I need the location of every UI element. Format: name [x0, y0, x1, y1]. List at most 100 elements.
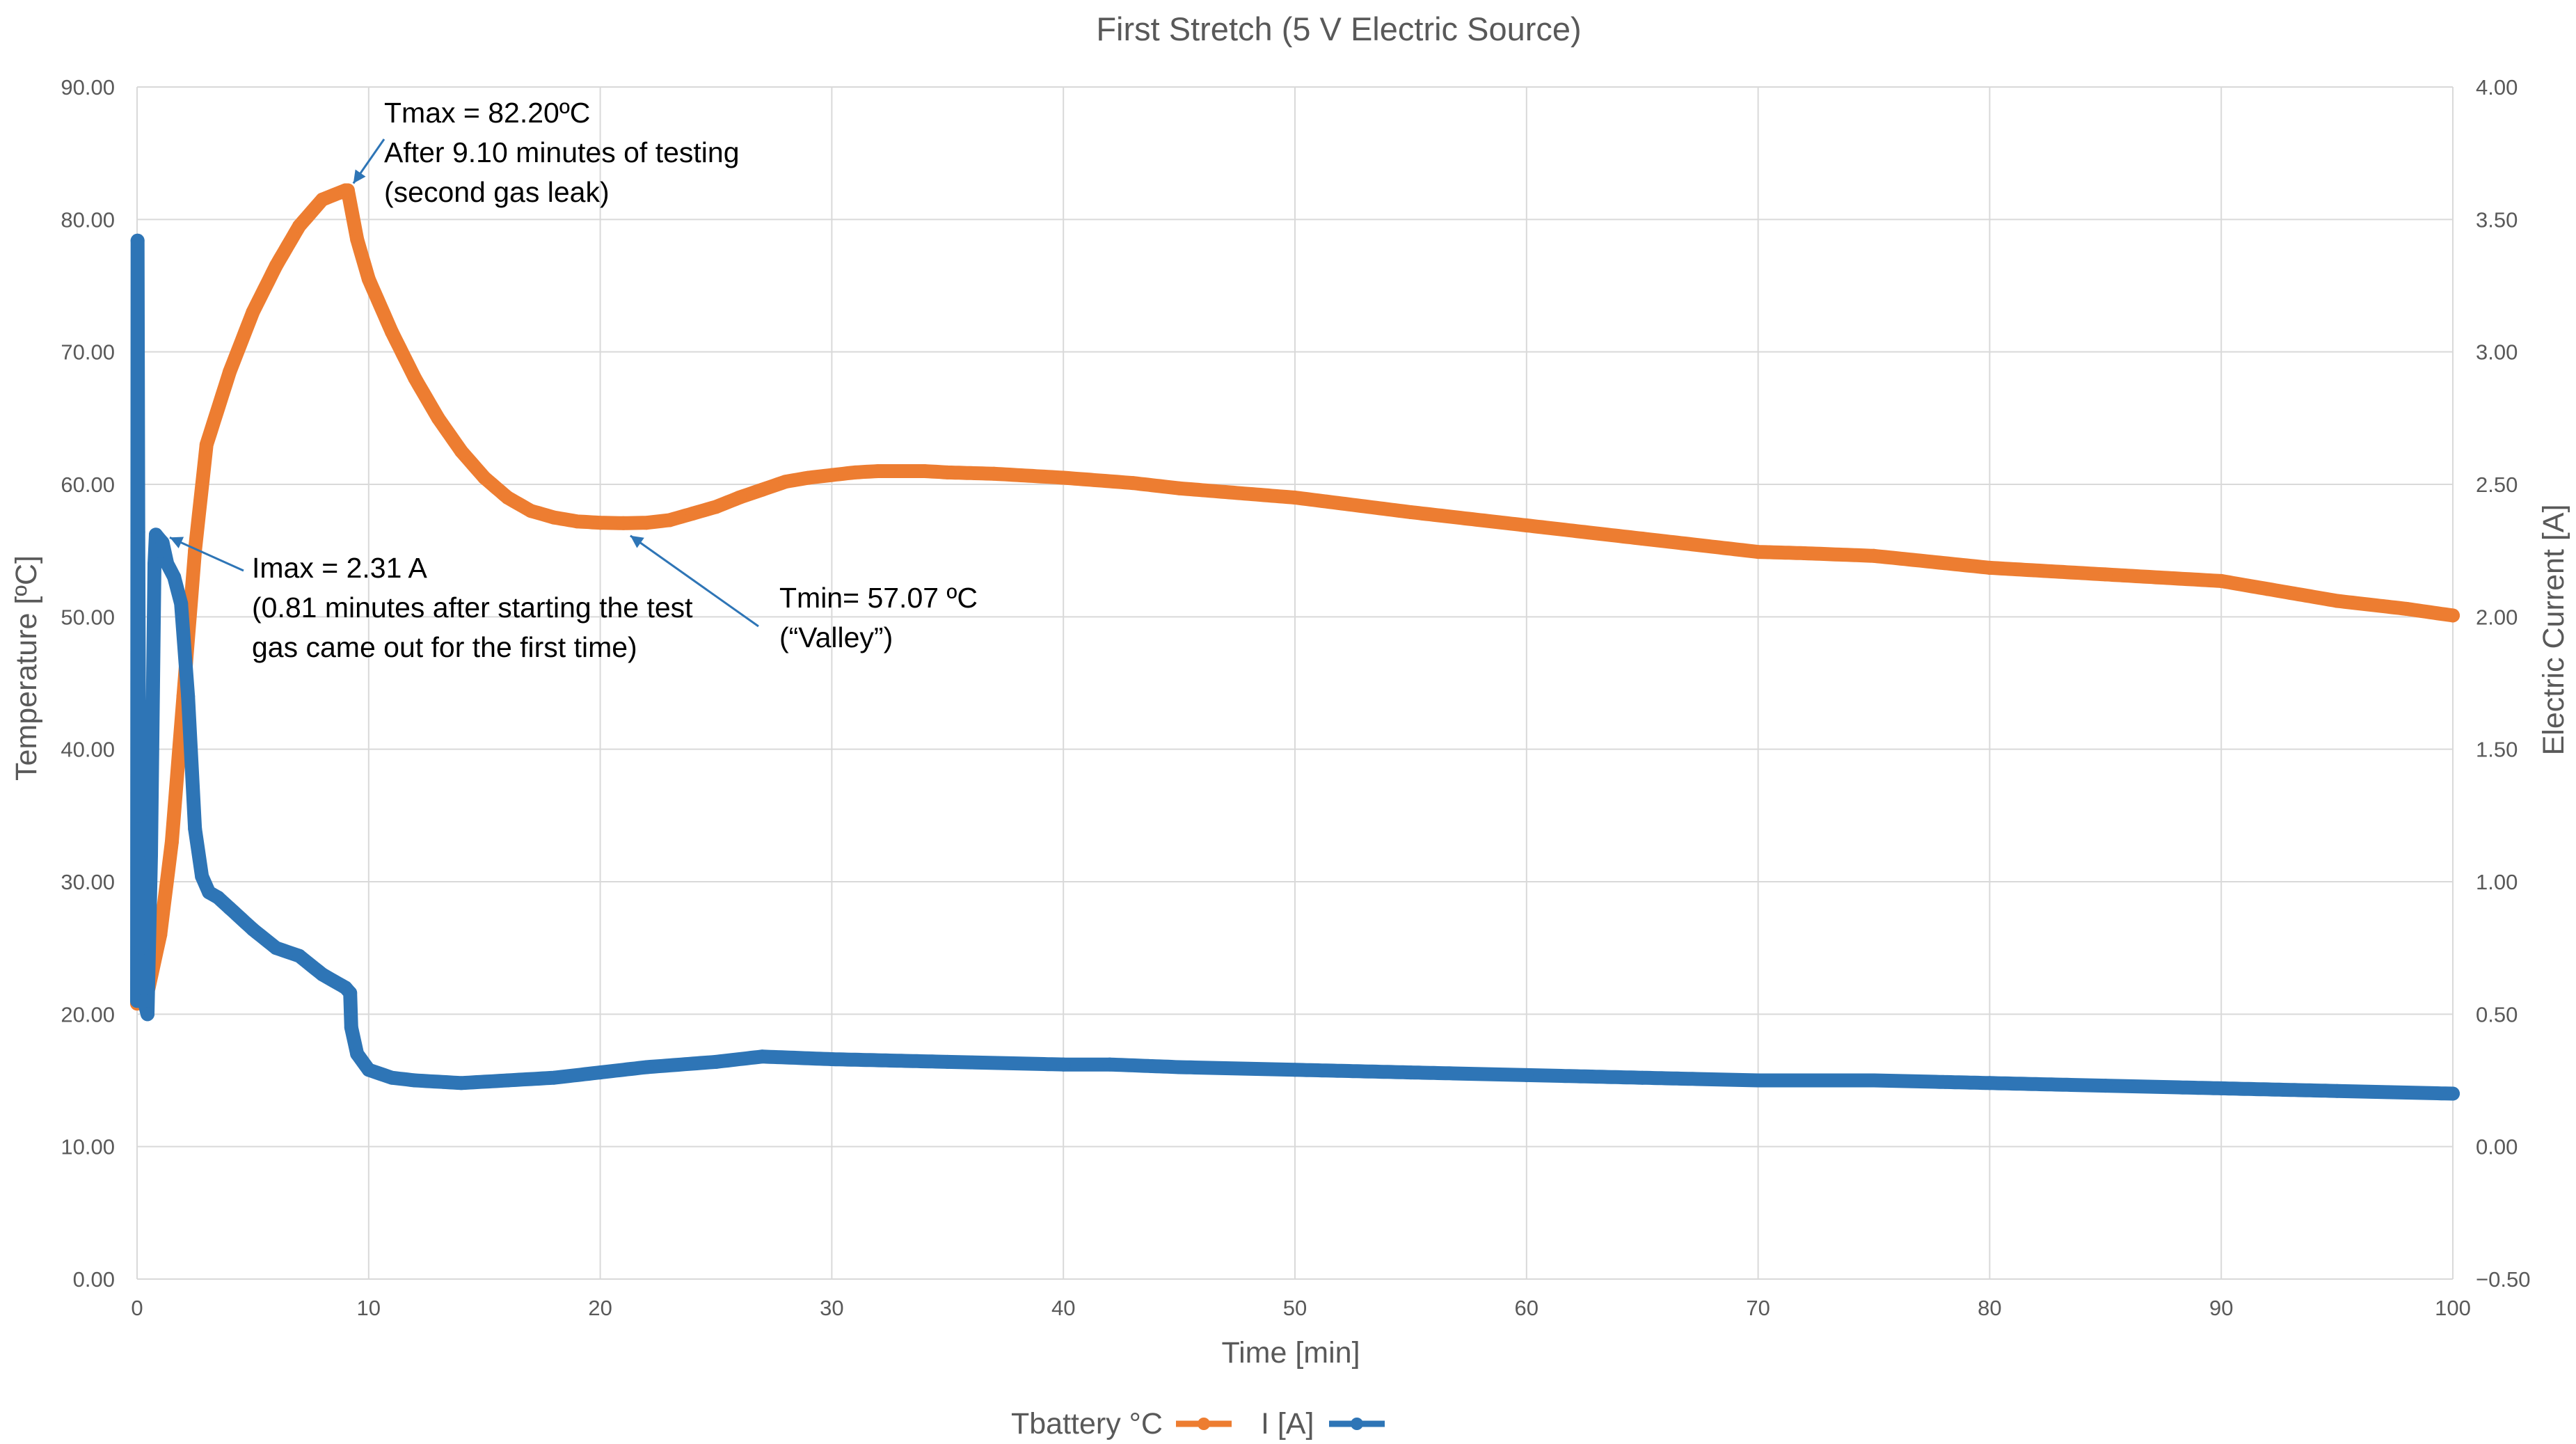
y2-axis-ticks: −0.50 0.00 0.50 1.00 1.50 2.00 2.50 3.00 3.50 4.0… — [2476, 75, 2530, 1292]
data-point-tbattery — [2399, 601, 2414, 616]
data-point-tbattery — [1519, 518, 1534, 533]
data-point-current — [155, 535, 170, 550]
data-point-tbattery — [500, 491, 515, 505]
x-axis-title: Time [min] — [1221, 1336, 1360, 1370]
x-tick-label: 80 — [1978, 1296, 2001, 1320]
data-point-current — [174, 596, 189, 611]
data-point-tbattery — [340, 183, 355, 198]
y-tick-label: 90.00 — [61, 75, 115, 100]
data-point-current — [940, 1054, 955, 1069]
data-point-tbattery — [385, 325, 399, 340]
data-point-current — [140, 1007, 154, 1022]
data-point-current — [344, 1020, 358, 1035]
y-tick-label: 30.00 — [61, 870, 115, 894]
x-tick-label: 100 — [2435, 1296, 2471, 1320]
data-point-tbattery — [2214, 573, 2229, 588]
data-point-current — [709, 1054, 723, 1069]
data-point-current — [825, 1052, 839, 1067]
data-point-current — [246, 922, 260, 937]
data-point-tbattery — [778, 475, 793, 489]
data-point-current — [343, 985, 358, 1000]
data-point-tbattery — [350, 232, 365, 246]
data-point-tbattery — [547, 510, 562, 525]
data-point-tbattery — [616, 516, 630, 530]
y2-tick-label: 2.00 — [2476, 605, 2518, 629]
data-point-tbattery — [477, 470, 492, 485]
x-axis-ticks: 0 10 20 30 40 50 60 70 80 90 100 — [131, 1296, 2470, 1320]
data-point-current — [1982, 1076, 1997, 1090]
legend: Tbattery °C I [A] — [1011, 1407, 1385, 1441]
data-point-current — [1751, 1073, 1765, 1088]
gridlines — [136, 86, 2454, 1280]
data-point-current — [136, 994, 151, 1008]
y2-tick-label: 4.00 — [2476, 75, 2518, 100]
data-point-tbattery — [1288, 491, 1302, 505]
data-point-current — [130, 233, 145, 248]
data-point-current — [1635, 1070, 1650, 1085]
data-point-current — [131, 525, 145, 539]
data-point-tbattery — [246, 305, 260, 319]
data-point-tbattery — [361, 271, 376, 286]
data-point-current — [500, 1073, 515, 1088]
data-point-tbattery — [1797, 546, 1812, 560]
data-point-tbattery — [2330, 594, 2344, 608]
data-point-tbattery — [315, 192, 330, 207]
y2-tick-label: 3.00 — [2476, 340, 2518, 365]
data-point-current — [547, 1070, 562, 1085]
data-point-tbattery — [802, 470, 816, 485]
data-point-tbattery — [1867, 548, 1881, 563]
data-point-tbattery — [709, 500, 723, 514]
data-point-tbattery — [639, 516, 654, 530]
data-point-current — [639, 1060, 654, 1074]
data-point-tbattery — [2098, 567, 2113, 582]
annotation-leader — [630, 534, 759, 628]
data-point-current — [188, 821, 202, 836]
annotation-text: gas came out for the first time) — [252, 631, 637, 663]
data-point-current — [181, 689, 196, 704]
data-point-current — [1867, 1073, 1881, 1088]
data-point-tbattery — [570, 514, 585, 529]
annotation-text: (“Valley”) — [779, 621, 893, 653]
annotation-text: After 9.10 minutes of testing — [384, 136, 740, 168]
data-point-current — [211, 890, 225, 905]
y-axis-title: Temperature [ºC] — [10, 555, 43, 781]
x-tick-label: 0 — [131, 1296, 143, 1320]
annotation-text: Tmin= 57.07 ºC — [779, 582, 978, 614]
x-tick-label: 10 — [357, 1296, 381, 1320]
data-point-tbattery — [825, 468, 839, 482]
data-point-tbattery — [431, 411, 445, 425]
data-point-current — [269, 941, 283, 955]
data-point-current — [454, 1076, 468, 1090]
data-point-current — [1172, 1060, 1186, 1074]
data-point-tbattery — [732, 491, 747, 505]
data-point-tbattery — [940, 465, 955, 479]
y2-tick-label: 1.00 — [2476, 870, 2518, 894]
annotation-text: Tmax = 82.20ºC — [384, 97, 590, 129]
data-point-current — [755, 1049, 770, 1064]
x-tick-label: 90 — [2209, 1296, 2233, 1320]
y-tick-label: 20.00 — [61, 1002, 115, 1026]
data-point-tbattery — [199, 437, 214, 452]
y2-tick-label: −0.50 — [2476, 1267, 2530, 1292]
y2-tick-label: 0.00 — [2476, 1135, 2518, 1159]
data-point-tbattery — [1404, 505, 1418, 519]
data-point-tbattery — [987, 466, 1001, 481]
y-tick-label: 70.00 — [61, 340, 115, 365]
data-point-current — [223, 901, 237, 916]
x-tick-label: 70 — [1746, 1296, 1770, 1320]
y-tick-label: 80.00 — [61, 207, 115, 232]
data-point-current — [2098, 1079, 2113, 1093]
data-point-current — [167, 570, 182, 585]
series-layer — [130, 183, 2460, 1101]
data-point-tbattery — [223, 365, 237, 379]
data-point-tbattery — [2446, 608, 2460, 623]
data-point-current — [2330, 1084, 2344, 1098]
annotation-text: (0.81 minutes after starting the test — [252, 592, 693, 624]
data-point-tbattery — [523, 504, 538, 518]
data-point-current — [315, 967, 330, 982]
data-point-current — [132, 808, 147, 823]
y2-tick-label: 0.50 — [2476, 1002, 2518, 1026]
y-tick-label: 10.00 — [61, 1135, 115, 1159]
legend-marker-tbattery — [1198, 1418, 1210, 1430]
